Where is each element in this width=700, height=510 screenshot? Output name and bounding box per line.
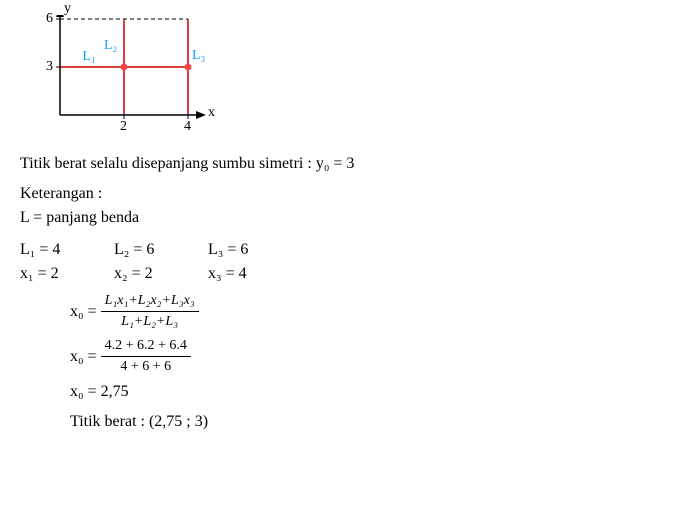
eq2-denominator: 4 + 6 + 6 — [116, 357, 175, 375]
equation-substituted: x₀ = 4.2 + 6.2 + 6.4 4 + 6 + 6 — [70, 338, 680, 375]
diagram-svg — [40, 15, 210, 135]
val-x1: x₁ = 2 — [20, 265, 110, 283]
label-L1: L₁ — [82, 49, 95, 65]
tick-x-2: 2 — [120, 119, 127, 135]
equation-formula: x₀ = L₁x₁+L₂x₂+L₃x₃ L₁+L₂+L₃ — [70, 293, 680, 330]
row-x: x₁ = 2 x₂ = 2 x₃ = 4 — [20, 265, 680, 283]
final-centroid: Titik berat : (2,75 ; 3) — [70, 413, 680, 431]
x-axis-label: x — [208, 105, 215, 121]
equation-result-x0: x₀ = 2,75 — [70, 383, 680, 401]
val-L2: L₂ = 6 — [114, 241, 204, 259]
val-L3: L₃ = 6 — [208, 241, 298, 259]
eq1-denominator: L₁+L₂+L₃ — [117, 312, 182, 330]
eq2-fraction: 4.2 + 6.2 + 6.4 4 + 6 + 6 — [101, 338, 191, 375]
label-L2: L₂ — [104, 38, 117, 54]
val-L1: L₁ = 4 — [20, 241, 110, 259]
label-L3: L₃ — [192, 48, 205, 64]
tick-y-3: 3 — [46, 59, 53, 75]
val-x3: x₃ = 4 — [208, 265, 298, 283]
row-lengths: L₁ = 4 L₂ = 6 L₃ = 6 — [20, 241, 680, 259]
tick-y-6: 6 — [46, 11, 53, 27]
tick-x-4: 4 — [184, 119, 191, 135]
equation-block: x₀ = L₁x₁+L₂x₂+L₃x₃ L₁+L₂+L₃ x₀ = 4.2 + … — [70, 293, 680, 431]
eq2-numerator: 4.2 + 6.2 + 6.4 — [101, 338, 191, 357]
eq2-lhs: x₀ = — [70, 348, 97, 366]
definition-L: L = panjang benda — [20, 209, 680, 227]
centroid-diagram: y x 3 6 2 4 L₁ L₂ L₃ — [40, 15, 210, 135]
statement-symmetry: Titik berat selalu disepanjang sumbu sim… — [20, 155, 680, 173]
eq1-numerator: L₁x₁+L₂x₂+L₃x₃ — [101, 293, 199, 312]
eq1-fraction: L₁x₁+L₂x₂+L₃x₃ L₁+L₂+L₃ — [101, 293, 199, 330]
val-x2: x₂ = 2 — [114, 265, 204, 283]
eq1-lhs: x₀ = — [70, 303, 97, 321]
heading-keterangan: Keterangan : — [20, 185, 680, 203]
y-axis-label: y — [64, 1, 71, 17]
